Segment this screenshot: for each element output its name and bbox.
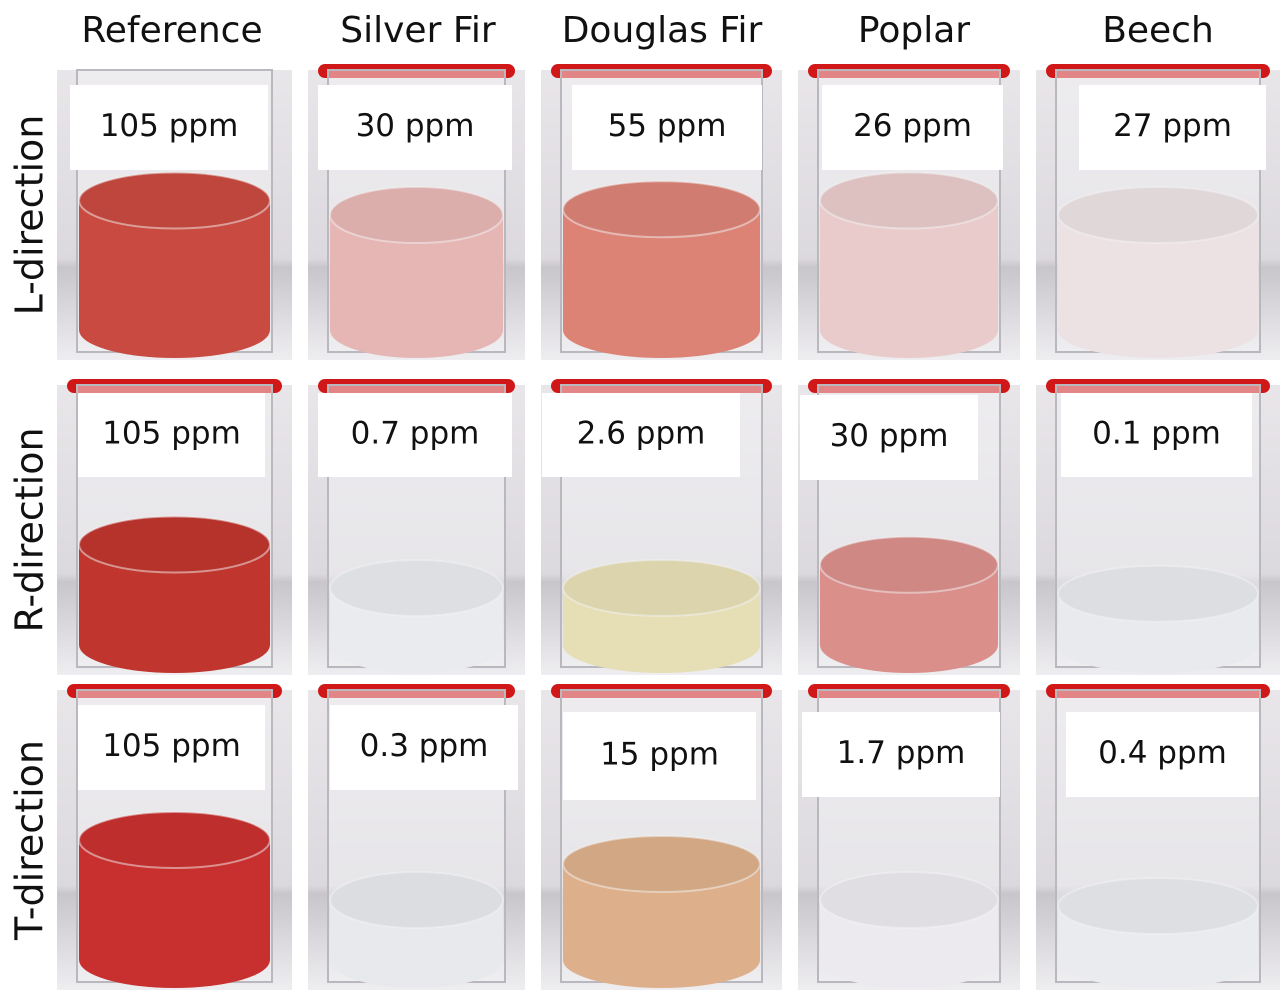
label-box xyxy=(330,705,518,790)
liquid-surface xyxy=(78,515,271,574)
label-box xyxy=(70,85,268,170)
liquid-surface xyxy=(819,171,999,230)
concentration-label: 0.7 ppm xyxy=(351,416,480,452)
liquid-surface xyxy=(819,871,999,929)
concentration-label: 0.1 ppm xyxy=(1092,416,1221,452)
liquid-surface xyxy=(1057,877,1259,935)
concentration-label: 30 ppm xyxy=(356,108,475,144)
concentration-label: 30 ppm xyxy=(830,418,949,454)
label-box xyxy=(542,393,740,477)
vial-photo: 0.7 ppm xyxy=(308,379,525,675)
liquid-surface xyxy=(78,811,271,869)
liquid-surface xyxy=(562,559,761,617)
label-box xyxy=(563,712,756,800)
liquid xyxy=(563,864,760,989)
label-box xyxy=(78,705,265,790)
liquid xyxy=(79,544,270,673)
column-header: Poplar xyxy=(858,10,970,51)
liquid-surface xyxy=(562,180,761,239)
row-label: T-direction xyxy=(8,740,52,941)
label-box xyxy=(318,85,512,170)
liquid-surface xyxy=(329,559,504,617)
vial-photo: 105 ppm xyxy=(57,684,292,990)
concentration-label: 26 ppm xyxy=(853,108,972,144)
vial-photo: 15 ppm xyxy=(541,684,782,990)
label-box xyxy=(1079,85,1266,170)
liquid-surface xyxy=(329,871,504,929)
vial-photo: 27 ppm xyxy=(1036,64,1280,360)
label-box xyxy=(802,712,1000,797)
liquid-surface xyxy=(562,835,761,893)
liquid xyxy=(1058,215,1258,358)
label-box xyxy=(78,393,265,477)
liquid xyxy=(563,209,760,359)
label-box xyxy=(1066,712,1259,797)
vial-photo: 2.6 ppm xyxy=(541,379,782,675)
concentration-label: 27 ppm xyxy=(1113,108,1232,144)
liquid-surface xyxy=(819,535,999,594)
liquid-surface xyxy=(1057,186,1259,244)
vial-photo: 1.7 ppm xyxy=(798,684,1020,990)
concentration-label: 55 ppm xyxy=(608,108,727,144)
column-header: Reference xyxy=(81,10,262,51)
concentration-label: 105 ppm xyxy=(102,728,241,764)
concentration-label: 0.4 ppm xyxy=(1098,735,1227,771)
liquid-surface xyxy=(1057,564,1259,623)
concentration-label: 0.3 ppm xyxy=(360,728,489,764)
vial-photo: 26 ppm xyxy=(798,64,1020,360)
vial-photo: 30 ppm xyxy=(798,379,1020,675)
vial-photo: 0.1 ppm xyxy=(1036,379,1280,675)
row-label: R-direction xyxy=(8,427,52,632)
liquid xyxy=(330,215,503,358)
column-header: Silver Fir xyxy=(340,10,496,51)
concentration-label: 105 ppm xyxy=(102,416,241,452)
label-box xyxy=(1061,393,1252,477)
vial-photo: 105 ppm xyxy=(57,69,292,360)
liquid xyxy=(820,200,998,358)
vial-photo: 0.3 ppm xyxy=(308,684,525,990)
label-box xyxy=(800,395,978,480)
row-label: L-direction xyxy=(8,115,52,316)
vial-photo: 30 ppm xyxy=(308,64,525,360)
label-box xyxy=(822,85,1003,170)
concentration-label: 1.7 ppm xyxy=(837,735,966,771)
vial-photo: 0.4 ppm xyxy=(1036,684,1280,990)
vial-photo: 105 ppm xyxy=(57,379,292,675)
liquid xyxy=(79,840,270,989)
concentration-label: 15 ppm xyxy=(600,737,719,773)
concentration-label: 105 ppm xyxy=(100,108,239,144)
concentration-label: 2.6 ppm xyxy=(577,416,706,452)
column-header: Douglas Fir xyxy=(562,10,763,51)
column-header: Beech xyxy=(1102,10,1214,51)
label-box xyxy=(572,85,762,170)
liquid xyxy=(79,200,270,359)
label-box xyxy=(318,393,512,477)
liquid xyxy=(820,564,998,673)
liquid-surface xyxy=(78,171,271,230)
liquid-surface xyxy=(329,186,504,244)
vial-photo: 55 ppm xyxy=(541,64,782,360)
